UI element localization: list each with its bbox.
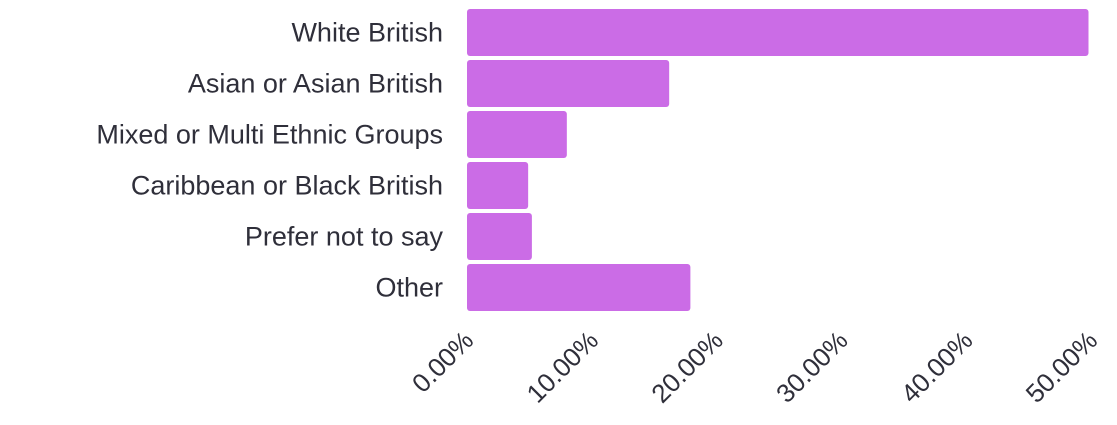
- category-label-4: Prefer not to say: [245, 222, 444, 252]
- category-label-0: White British: [291, 18, 443, 48]
- x-tick-label-1: 10.00%: [520, 325, 604, 409]
- bar-2: [467, 111, 567, 158]
- x-tick-label-2: 20.00%: [645, 325, 729, 409]
- bar-5: [467, 264, 691, 311]
- x-axis-ticks-group: 0.00% 10.00% 20.00% 30.00% 40.00% 50.00%: [406, 325, 1103, 409]
- category-label-1: Asian or Asian British: [188, 69, 443, 99]
- bar-3: [467, 162, 529, 209]
- x-tick-label-0: 0.00%: [406, 325, 479, 398]
- category-label-5: Other: [375, 273, 443, 303]
- bars-group: [467, 9, 1089, 311]
- bar-4: [467, 213, 532, 260]
- x-tick-label-5: 50.00%: [1020, 325, 1104, 409]
- category-label-3: Caribbean or Black British: [131, 171, 443, 201]
- x-tick-label-3: 30.00%: [770, 325, 854, 409]
- category-label-2: Mixed or Multi Ethnic Groups: [96, 120, 443, 150]
- bar-0: [467, 9, 1089, 56]
- x-tick-label-4: 40.00%: [895, 325, 979, 409]
- bar-1: [467, 60, 670, 107]
- category-labels-group: White British Asian or Asian British Mixed…: [96, 18, 443, 303]
